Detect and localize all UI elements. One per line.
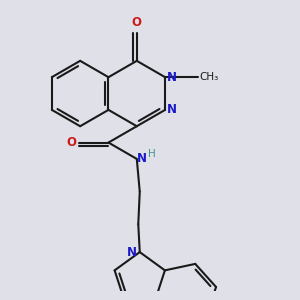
Text: N: N — [167, 103, 177, 116]
Text: N: N — [167, 71, 177, 84]
Text: H: H — [148, 148, 156, 159]
Text: O: O — [66, 136, 76, 149]
Text: N: N — [137, 152, 147, 165]
Text: CH₃: CH₃ — [199, 72, 218, 82]
Text: N: N — [127, 246, 137, 259]
Text: O: O — [132, 16, 142, 29]
